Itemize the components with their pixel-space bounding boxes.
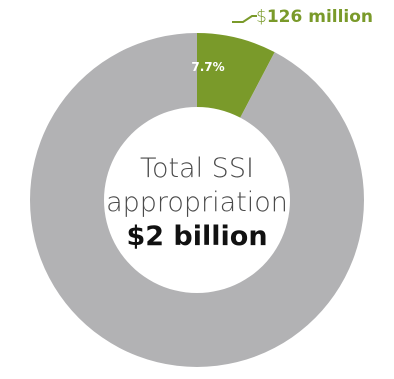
slice-label-percent: 7.7% bbox=[191, 60, 224, 74]
slice-highlight bbox=[197, 33, 275, 118]
donut-slices bbox=[29, 33, 364, 368]
center-label: Total SSI appropriation $2 billion bbox=[97, 152, 297, 254]
center-label-line2: appropriation bbox=[106, 187, 288, 218]
callout-amount: 126 million bbox=[266, 7, 374, 27]
callout-label: $126 million bbox=[256, 6, 373, 28]
callout-currency: $ bbox=[256, 7, 267, 27]
slice-remainder bbox=[29, 33, 364, 368]
callout-leader-line bbox=[232, 15, 257, 23]
center-total-value: $2 billion bbox=[126, 221, 268, 252]
center-label-line1: Total SSI bbox=[140, 153, 254, 184]
